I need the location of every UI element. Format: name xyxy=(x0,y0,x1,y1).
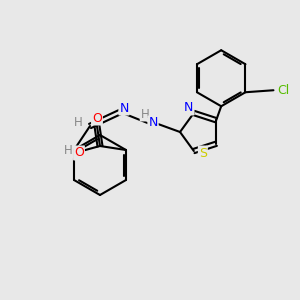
Text: Cl: Cl xyxy=(277,84,289,97)
Text: S: S xyxy=(199,146,207,160)
Text: H: H xyxy=(141,107,149,121)
Text: O: O xyxy=(74,146,84,160)
Text: N: N xyxy=(119,101,129,115)
Text: H: H xyxy=(74,116,82,130)
Text: N: N xyxy=(184,101,194,115)
Text: O: O xyxy=(92,112,102,124)
Text: H: H xyxy=(64,145,72,158)
Text: N: N xyxy=(148,116,158,130)
